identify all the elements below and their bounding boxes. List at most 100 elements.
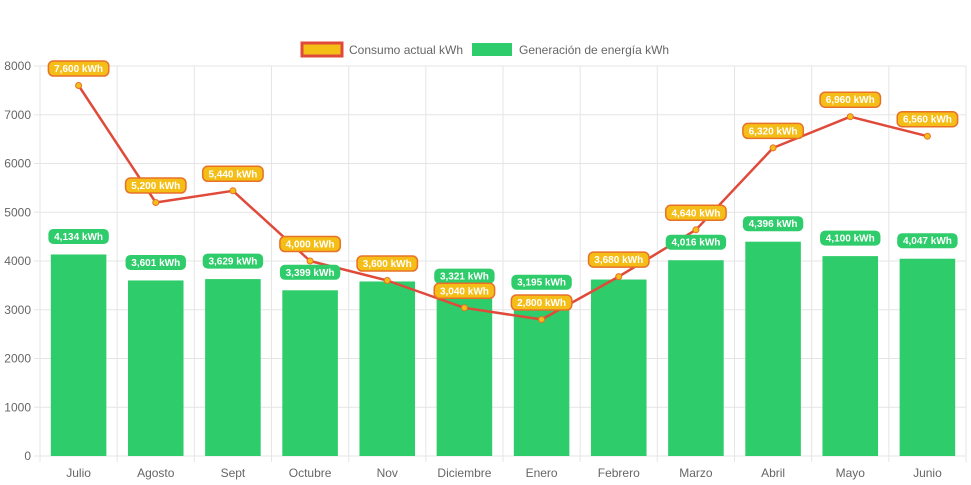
- bar: [899, 258, 956, 456]
- line-point: [769, 144, 777, 152]
- line-point: [152, 199, 160, 206]
- bar-data-label: 3,321 kWh: [434, 268, 495, 284]
- bar-data-labels: 4,134 kWh 3,601 kWh 3,629 kWh 3,399 kWh 3,32…: [48, 216, 958, 290]
- line-data-label: 6,960 kWh: [819, 91, 882, 108]
- line-point: [75, 82, 83, 89]
- line-data-label: 4,000 kWh: [279, 235, 342, 253]
- data-label-text: 4,100 kWh: [826, 234, 875, 245]
- x-tick-label: Enero: [526, 466, 558, 480]
- x-tick-label: Marzo: [679, 466, 713, 480]
- data-label-box: [742, 216, 804, 232]
- y-tick-label: 0: [24, 449, 31, 463]
- data-label-box: [356, 255, 419, 272]
- data-label-text: 6,320 kWh: [749, 126, 798, 137]
- bar-data-label: 4,016 kWh: [665, 234, 727, 250]
- line-point: [383, 277, 391, 284]
- data-label-box: [48, 228, 109, 244]
- line-data-label: 2,800 kWh: [510, 294, 573, 311]
- line-data-label: 3,600 kWh: [356, 255, 419, 272]
- x-tick-label: Agosto: [137, 466, 175, 480]
- line-point: [692, 226, 700, 234]
- bar: [668, 260, 724, 456]
- line-path: [77, 84, 928, 321]
- bar: [359, 281, 416, 456]
- line-data-label: 7,600 kWh: [47, 60, 110, 77]
- y-tick-label: 6000: [4, 157, 31, 171]
- data-label-text: 3,321 kWh: [440, 272, 489, 283]
- data-label-text: 3,601 kWh: [131, 258, 180, 269]
- bar-data-label: 3,601 kWh: [125, 254, 186, 270]
- legend-item-consumo[interactable]: Consumo actual kWh: [300, 41, 463, 58]
- bar: [205, 279, 261, 456]
- data-label-box: [201, 165, 264, 183]
- x-tick-label: Abril: [761, 466, 785, 480]
- line-series: [75, 82, 931, 323]
- legend-label-generacion: Generación de energía kWh: [519, 43, 669, 57]
- data-label-box: [587, 251, 650, 268]
- data-label-text: 4,047 kWh: [903, 236, 952, 247]
- line-data-label: 6,320 kWh: [742, 122, 805, 140]
- bar: [590, 279, 647, 456]
- bar-data-label: 4,100 kWh: [820, 230, 881, 246]
- data-label-box: [664, 204, 727, 222]
- y-axis: 0 1000 2000 3000 4000 5000 6000 7000 8000: [4, 59, 40, 463]
- data-label-text: 6,560 kWh: [903, 115, 952, 126]
- bar-data-label: 4,134 kWh: [48, 228, 109, 244]
- line-point: [460, 304, 468, 312]
- data-label-text: 3,680 kWh: [594, 255, 643, 266]
- bar: [822, 256, 879, 456]
- bar-data-label: 4,396 kWh: [742, 216, 804, 232]
- line-data-label: 3,680 kWh: [587, 251, 650, 268]
- y-tick-label: 4000: [4, 254, 31, 268]
- data-label-box: [897, 233, 958, 249]
- data-label-box: [511, 274, 572, 290]
- data-label-box: [510, 294, 573, 311]
- x-tick-label: Octubre: [289, 466, 332, 480]
- line-data-labels: 7,600 kWh 5,200 kWh 5,440 kWh 4,000 kWh 3,60…: [47, 60, 959, 311]
- line-data-label: 5,200 kWh: [124, 177, 187, 194]
- line-point: [923, 132, 931, 140]
- line-data-label: 5,440 kWh: [201, 165, 264, 183]
- y-tick-label: 7000: [4, 108, 31, 122]
- bar-data-label: 4,047 kWh: [897, 233, 958, 249]
- data-label-text: 4,016 kWh: [671, 238, 720, 249]
- bar: [50, 254, 107, 456]
- data-label-box: [47, 60, 110, 77]
- line-data-label: 3,040 kWh: [433, 282, 496, 300]
- data-label-box: [819, 91, 882, 108]
- line-point: [306, 257, 314, 265]
- data-label-text: 4,396 kWh: [749, 219, 798, 230]
- data-label-box: [125, 254, 186, 270]
- bar: [513, 300, 570, 456]
- data-label-text: 3,399 kWh: [286, 268, 335, 279]
- data-label-box: [742, 122, 805, 140]
- legend-swatch-generacion: [472, 43, 512, 56]
- grid: [39, 65, 967, 462]
- y-tick-label: 8000: [4, 59, 31, 73]
- data-label-text: 3,600 kWh: [363, 259, 412, 270]
- data-label-text: 5,440 kWh: [208, 169, 257, 180]
- bar-data-label: 3,629 kWh: [202, 253, 264, 269]
- bar: [436, 294, 493, 456]
- data-label-box: [202, 253, 264, 269]
- data-label-box: [279, 235, 342, 253]
- line-data-label: 4,640 kWh: [664, 204, 727, 222]
- data-label-box: [665, 234, 727, 250]
- x-tick-label: Julio: [66, 466, 91, 480]
- line-point: [846, 113, 854, 121]
- data-label-text: 3,040 kWh: [440, 286, 489, 297]
- x-tick-label: Mayo: [836, 466, 866, 480]
- y-tick-label: 2000: [4, 352, 31, 366]
- y-tick-label: 1000: [4, 400, 31, 414]
- legend-item-generacion[interactable]: Generación de energía kWh: [472, 43, 669, 57]
- data-label-box: [434, 268, 495, 284]
- data-label-box: [279, 264, 341, 280]
- bar-data-label: 3,195 kWh: [511, 274, 572, 290]
- data-label-box: [124, 177, 187, 194]
- legend[interactable]: Consumo actual kWh Generación de energía…: [300, 41, 669, 58]
- x-tick-label: Junio: [913, 466, 942, 480]
- x-tick-label: Nov: [377, 466, 398, 480]
- data-label-text: 2,800 kWh: [517, 298, 566, 309]
- bar: [127, 280, 184, 456]
